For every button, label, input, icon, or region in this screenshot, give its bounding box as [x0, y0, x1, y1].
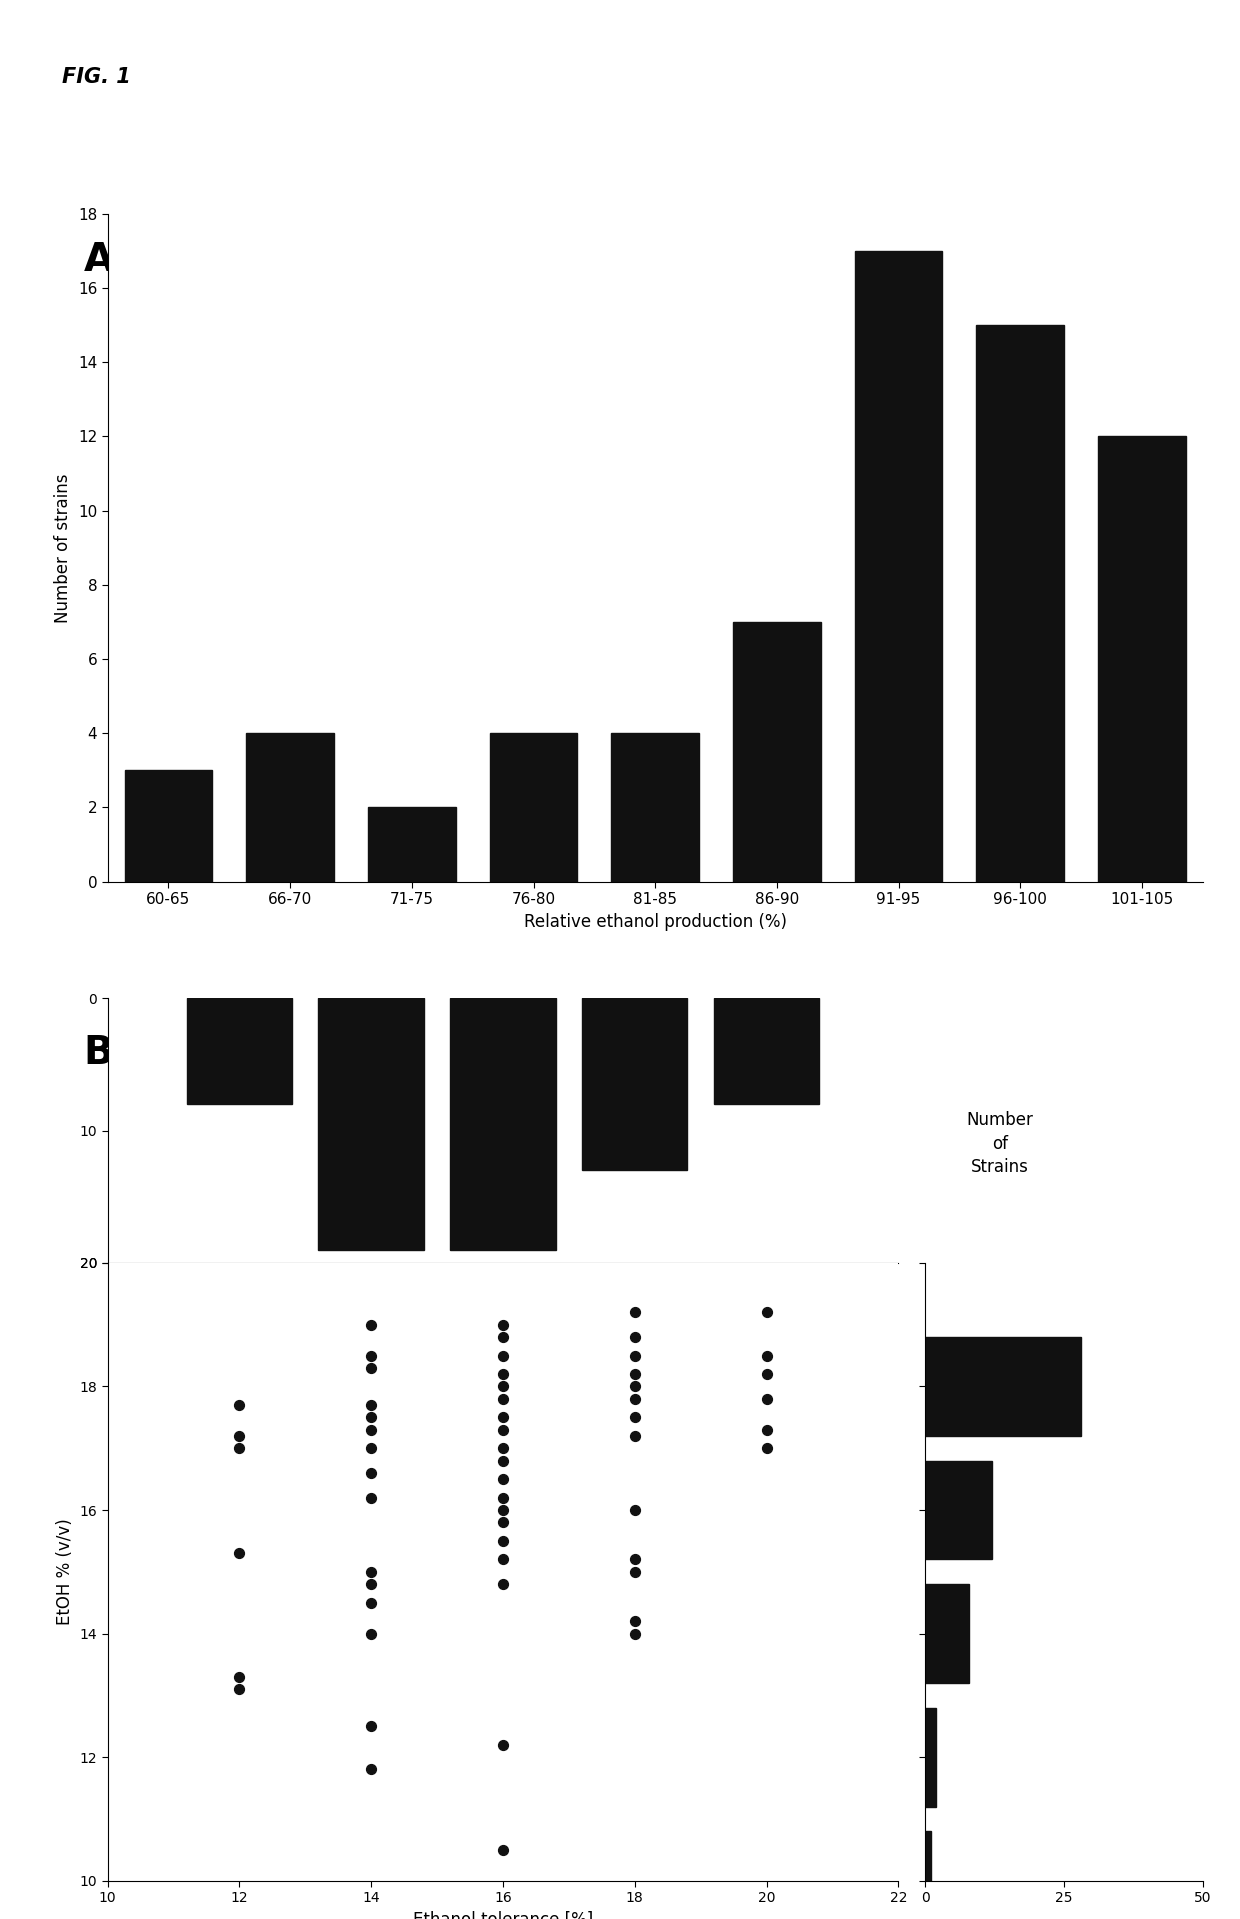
Bar [582, 998, 687, 1171]
Point [361, 1458, 381, 1489]
Point [494, 1835, 513, 1865]
Point [625, 1359, 645, 1389]
Point [625, 1384, 645, 1414]
Point [361, 1618, 381, 1648]
Point [625, 1339, 645, 1370]
Bar [714, 998, 820, 1103]
Point [229, 1389, 249, 1420]
Point [494, 1729, 513, 1760]
Text: FIG. 1: FIG. 1 [62, 67, 130, 88]
Bar [976, 324, 1064, 881]
Point [361, 1389, 381, 1420]
Point [625, 1556, 645, 1587]
Bar [450, 998, 556, 1249]
Point [625, 1545, 645, 1575]
Point [494, 1339, 513, 1370]
Point [756, 1297, 776, 1328]
Point [361, 1556, 381, 1587]
Point [756, 1359, 776, 1389]
Point [494, 1372, 513, 1403]
Point [625, 1322, 645, 1353]
Point [625, 1403, 645, 1433]
Point [494, 1545, 513, 1575]
Bar [1099, 436, 1185, 881]
Y-axis label: EtOH % (v/v): EtOH % (v/v) [56, 1518, 74, 1625]
Point [756, 1433, 776, 1464]
Point [494, 1359, 513, 1389]
X-axis label: Relative ethanol production (%): Relative ethanol production (%) [523, 913, 786, 931]
Point [229, 1433, 249, 1464]
Bar [925, 1460, 992, 1560]
Point [361, 1339, 381, 1370]
Point [361, 1587, 381, 1618]
Point [361, 1754, 381, 1785]
Bar [247, 733, 334, 881]
Point [361, 1570, 381, 1600]
Point [229, 1420, 249, 1451]
Point [494, 1464, 513, 1495]
Point [494, 1495, 513, 1526]
Point [494, 1403, 513, 1433]
Bar [125, 770, 212, 881]
Bar [925, 1585, 970, 1683]
Point [229, 1673, 249, 1704]
Text: B: B [83, 1034, 113, 1071]
Bar [925, 1338, 1080, 1435]
Point [361, 1481, 381, 1512]
Point [494, 1384, 513, 1414]
Bar [187, 998, 293, 1103]
Point [494, 1570, 513, 1600]
Point [756, 1384, 776, 1414]
Point [625, 1297, 645, 1328]
Point [494, 1481, 513, 1512]
Point [229, 1537, 249, 1568]
Point [625, 1420, 645, 1451]
Point [361, 1309, 381, 1339]
Bar [854, 251, 942, 881]
Bar [925, 1708, 936, 1806]
Point [756, 1414, 776, 1445]
Point [494, 1433, 513, 1464]
Point [229, 1662, 249, 1693]
Bar [733, 622, 821, 881]
Point [494, 1322, 513, 1353]
Point [494, 1526, 513, 1556]
Point [361, 1403, 381, 1433]
Point [494, 1309, 513, 1339]
Point [625, 1606, 645, 1637]
Point [361, 1433, 381, 1464]
Bar [368, 808, 455, 881]
Point [756, 1339, 776, 1370]
Point [625, 1495, 645, 1526]
Point [625, 1618, 645, 1648]
Point [361, 1353, 381, 1384]
Point [361, 1712, 381, 1742]
Point [494, 1414, 513, 1445]
Text: A: A [83, 240, 114, 278]
Point [494, 1506, 513, 1537]
Point [494, 1445, 513, 1476]
X-axis label: Ethanol tolerance [%]: Ethanol tolerance [%] [413, 1911, 593, 1919]
Point [625, 1372, 645, 1403]
Text: Number
of
Strains: Number of Strains [967, 1111, 1034, 1176]
Y-axis label: Number of strains: Number of strains [55, 472, 72, 622]
Bar [319, 998, 424, 1249]
Point [361, 1414, 381, 1445]
Bar [925, 1831, 930, 1919]
Bar [490, 733, 578, 881]
Bar [611, 733, 699, 881]
